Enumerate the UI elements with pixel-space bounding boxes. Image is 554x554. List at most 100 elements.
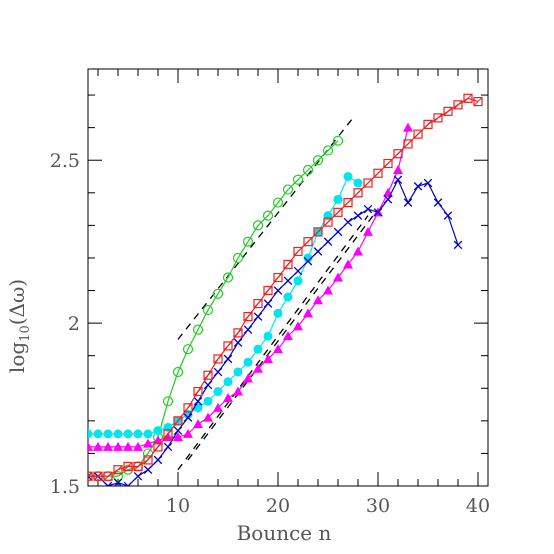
data-point (353, 211, 363, 220)
data-point-box (393, 149, 403, 159)
series-line (88, 97, 479, 477)
data-point (172, 366, 184, 378)
data-point-slash (233, 328, 243, 338)
data-point (182, 344, 194, 355)
data-point (293, 266, 303, 276)
data-point-box (443, 106, 453, 116)
y-axis-title: log10(Δω) (5, 279, 33, 373)
tick-labels: 10 20 30 40 1.5 2 2.5 (50, 150, 490, 517)
data-point (363, 204, 373, 214)
data-point (113, 465, 123, 475)
data-point (223, 393, 233, 403)
data-point (283, 259, 293, 270)
x-tick-label: 20 (266, 495, 290, 517)
data-point (413, 182, 423, 191)
data-point-box (123, 461, 133, 472)
data-point-slash (103, 471, 113, 481)
data-point (463, 93, 473, 103)
data-point (88, 429, 93, 439)
plot-border (87, 68, 489, 487)
data-point (183, 428, 193, 438)
data-point (313, 247, 323, 256)
series-0 (88, 135, 344, 482)
data-point-slash (223, 341, 233, 351)
data-point-box (473, 96, 483, 107)
data-point-slash (153, 442, 163, 452)
data-point-box (153, 442, 163, 452)
data-point-slash (323, 217, 333, 227)
data-point-slash (173, 416, 183, 426)
data-point (292, 174, 304, 185)
data-point (263, 353, 273, 363)
data-point-box (113, 465, 123, 475)
data-point-slash (463, 93, 473, 103)
data-point (133, 471, 143, 481)
data-point-box (463, 93, 473, 103)
data-point-slash (383, 159, 393, 168)
reference-line (177, 215, 369, 471)
data-point-slash (213, 354, 223, 364)
data-point (343, 197, 353, 208)
data-point (133, 429, 143, 439)
data-point (253, 312, 263, 321)
data-point (413, 129, 423, 139)
data-point (403, 122, 413, 132)
data-point (283, 331, 293, 341)
data-point (243, 311, 253, 322)
data-point (103, 429, 113, 439)
data-point (163, 442, 173, 452)
data-point (233, 328, 243, 338)
data-point (202, 304, 214, 316)
data-point (113, 441, 123, 451)
data-point (393, 149, 403, 159)
data-point (223, 341, 233, 351)
data-point (263, 299, 273, 308)
data-point (203, 412, 213, 422)
series-line (88, 178, 459, 486)
data-point (383, 195, 393, 204)
data-point (323, 217, 333, 227)
data-point-slash (163, 429, 173, 439)
y-tick-label: 2 (68, 313, 80, 335)
data-point (363, 178, 373, 188)
data-point-box (343, 197, 353, 208)
series-3 (88, 175, 463, 486)
data-point (363, 226, 373, 236)
data-point (213, 387, 223, 397)
data-point-box (173, 416, 183, 426)
data-point (222, 272, 234, 283)
data-point (153, 455, 163, 465)
data-point (273, 272, 283, 283)
data-point (303, 256, 313, 266)
data-point-slash (193, 387, 203, 396)
data-point-box (203, 370, 213, 380)
data-point (333, 272, 343, 282)
data-point (243, 325, 253, 334)
data-point (213, 367, 223, 377)
data-point-slash (123, 462, 133, 471)
data-point (263, 331, 273, 341)
data-point (123, 461, 133, 472)
data-point (293, 246, 303, 257)
y-axis-title-sub: 10 (18, 325, 33, 342)
data-point (112, 471, 124, 482)
data-point (433, 198, 443, 207)
data-point (213, 354, 223, 364)
data-point-box (403, 139, 413, 149)
x-axis-title: Bounce n (237, 521, 332, 545)
data-point-box (383, 158, 393, 169)
data-point-slash (293, 247, 303, 256)
data-series (88, 93, 483, 486)
data-point (232, 252, 244, 264)
data-point (433, 113, 443, 123)
data-point (223, 377, 233, 387)
data-point-box (453, 100, 463, 110)
data-point (383, 158, 393, 169)
data-point (453, 240, 463, 250)
data-point-box (163, 429, 173, 439)
plot-frame (87, 68, 489, 487)
series-4 (88, 93, 483, 481)
data-point-slash (393, 149, 403, 159)
data-point (153, 435, 163, 445)
data-point-box (293, 246, 303, 257)
